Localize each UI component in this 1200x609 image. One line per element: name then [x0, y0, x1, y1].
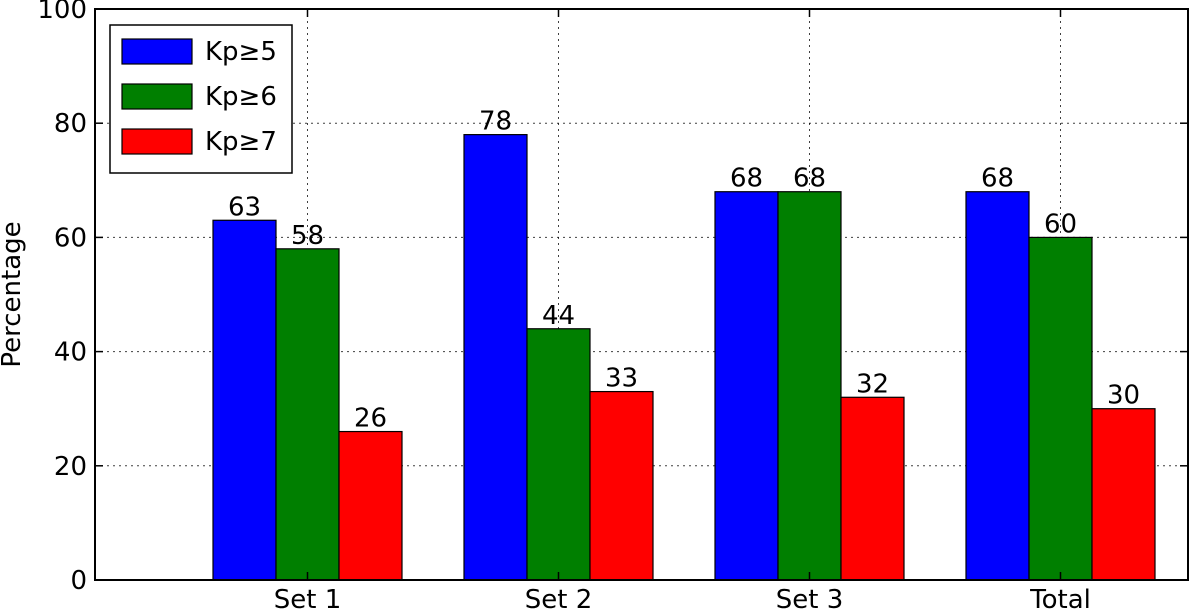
y-axis-ticks: 0 20 40 60 80 100 — [37, 0, 1188, 596]
bar — [777, 191, 842, 581]
bar — [589, 390, 654, 581]
x-tick-label: Set 2 — [525, 585, 593, 609]
bar — [275, 248, 340, 581]
data-label: 68 — [981, 164, 1014, 194]
data-label: 68 — [730, 164, 763, 194]
bar — [714, 191, 779, 581]
data-labels: 63 58 26 78 44 33 68 68 32 68 60 30 — [228, 107, 1140, 434]
bar — [1091, 408, 1156, 581]
x-tick-label: Set 3 — [776, 585, 844, 609]
data-label: 68 — [793, 164, 826, 194]
data-label: 26 — [354, 404, 387, 434]
y-axis-label: Percentage — [0, 221, 27, 367]
data-label: 32 — [856, 369, 889, 399]
data-label: 44 — [542, 301, 575, 331]
legend-label: Kp≥6 — [205, 82, 277, 112]
legend-swatch — [121, 83, 193, 110]
y-tick-label: 80 — [54, 109, 87, 139]
bar — [965, 191, 1030, 581]
bar — [463, 134, 528, 581]
legend: Kp≥5 Kp≥6 Kp≥7 — [109, 24, 293, 174]
y-tick-label: 100 — [37, 0, 87, 25]
data-label: 78 — [479, 107, 512, 137]
legend-swatch — [121, 38, 193, 65]
x-tick-label: Set 1 — [274, 585, 342, 609]
plot-frame — [94, 8, 1189, 581]
data-label: 58 — [291, 221, 324, 251]
bar — [212, 219, 277, 581]
y-tick-label: 40 — [54, 338, 87, 368]
data-label: 63 — [228, 192, 261, 222]
bar — [840, 396, 905, 581]
bar — [338, 430, 403, 581]
x-axis-ticks: Set 1 Set 2 Set 3 Total — [274, 9, 1091, 609]
legend-label: Kp≥5 — [205, 37, 277, 67]
data-label: 33 — [605, 364, 638, 394]
bars — [212, 134, 1156, 581]
bar — [526, 328, 591, 581]
data-label: 30 — [1107, 381, 1140, 411]
bar — [1028, 236, 1093, 581]
data-label: 60 — [1044, 209, 1077, 239]
legend-label: Kp≥7 — [205, 127, 277, 157]
x-tick-label: Total — [1029, 585, 1091, 609]
y-tick-label: 20 — [54, 452, 87, 482]
legend-swatch — [121, 128, 193, 155]
y-tick-label: 60 — [54, 223, 87, 253]
y-tick-label: 0 — [70, 566, 87, 596]
